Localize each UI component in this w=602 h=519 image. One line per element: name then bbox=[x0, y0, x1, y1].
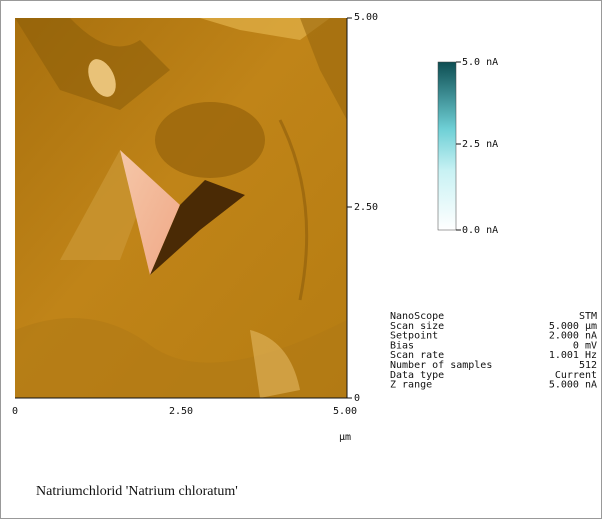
colorbar: 5.0 nA 2.5 nA 0.0 nA bbox=[438, 57, 498, 236]
axis-unit: μm bbox=[339, 432, 351, 443]
page: 5.00 2.50 0 0 2.50 5.00 μm 5.0 nA 2.5 nA… bbox=[0, 0, 602, 519]
caption: Natriumchlorid 'Natrium chloratum' bbox=[36, 484, 238, 499]
x-tick-label: 0 bbox=[12, 406, 18, 417]
y-tick-label: 0 bbox=[354, 393, 360, 404]
parameter-name: Z range bbox=[390, 380, 432, 391]
x-tick-label: 2.50 bbox=[169, 406, 193, 417]
colorbar-label: 5.0 nA bbox=[462, 57, 498, 68]
parameter-value: 5.000 nA bbox=[549, 380, 597, 391]
x-tick-label: 5.00 bbox=[333, 406, 357, 417]
y-tick-label: 2.50 bbox=[354, 202, 378, 213]
y-tick-label: 5.00 bbox=[354, 12, 378, 23]
stm-image bbox=[15, 18, 347, 398]
right-axis: 5.00 2.50 0 bbox=[347, 12, 378, 404]
bottom-axis: 0 2.50 5.00 μm bbox=[12, 398, 357, 443]
colorbar-label: 2.5 nA bbox=[462, 139, 498, 150]
colorbar-label: 0.0 nA bbox=[462, 225, 498, 236]
